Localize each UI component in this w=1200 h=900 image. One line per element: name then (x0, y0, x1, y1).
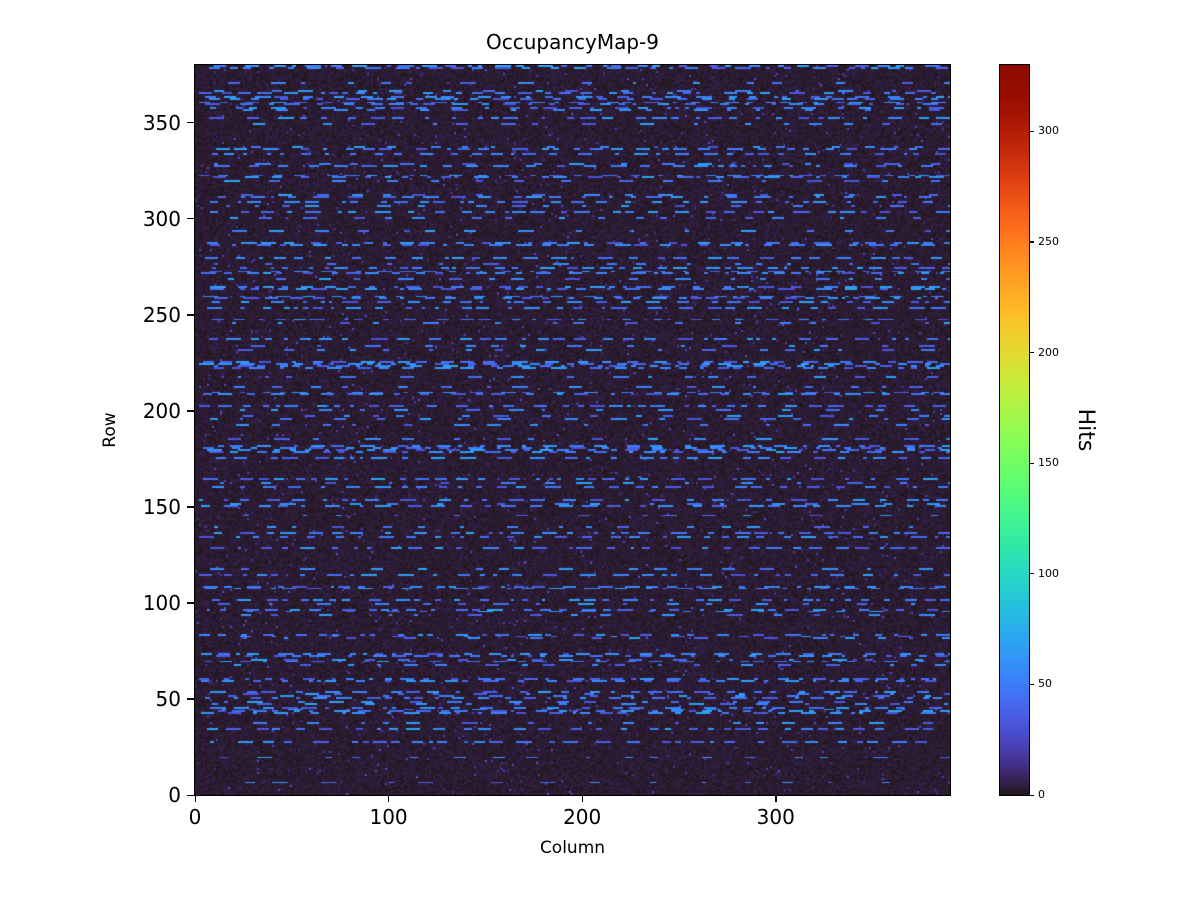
colorbar-tick-label: 0 (1038, 788, 1045, 801)
colorbar-tick-mark (1029, 462, 1034, 464)
y-tick-label: 150 (142, 494, 181, 519)
y-tick-label: 300 (142, 206, 181, 231)
chart-title: OccupancyMap-9 (485, 30, 660, 54)
y-tick-label: 100 (142, 590, 181, 615)
colorbar-tick-mark (1029, 794, 1034, 796)
colorbar-canvas (999, 64, 1030, 796)
colorbar-tick-label: 250 (1038, 234, 1059, 248)
colorbar-tick-label: 150 (1038, 456, 1059, 470)
y-tick-label: 200 (142, 398, 181, 423)
y-tick-label: 0 (168, 783, 181, 807)
x-tick-label: 200 (563, 805, 602, 829)
y-tick-label: 350 (142, 110, 181, 135)
colorbar-tick-mark (1029, 352, 1034, 354)
y-tick-label: 50 (155, 686, 181, 711)
y-tick-mark (187, 794, 195, 796)
y-tick-mark (187, 314, 195, 316)
y-tick-mark (187, 602, 195, 604)
colorbar-tick-label: 50 (1038, 677, 1052, 691)
colorbar-tick-mark (1029, 241, 1034, 243)
y-tick-mark (187, 698, 195, 700)
colorbar-tick-mark (1029, 683, 1034, 686)
heatmap-canvas (194, 64, 951, 796)
x-tick-label: 0 (188, 805, 202, 829)
y-tick-label: 250 (142, 302, 181, 327)
colorbar-tick-mark (1029, 130, 1034, 133)
x-tick-mark (194, 795, 196, 802)
y-tick-mark (187, 218, 195, 220)
x-tick-mark (388, 795, 390, 802)
colorbar-tick-label: 200 (1038, 345, 1059, 359)
colorbar-tick-mark (1029, 573, 1034, 575)
colorbar-tick-label: 300 (1038, 124, 1059, 138)
y-tick-mark (187, 410, 195, 412)
y-tick-mark (187, 122, 195, 124)
x-tick-mark (775, 795, 777, 802)
x-tick-label: 300 (756, 805, 795, 829)
x-tick-label: 100 (369, 805, 408, 829)
x-axis-label: Column (539, 838, 606, 858)
y-axis-label: Row (100, 412, 120, 448)
x-tick-mark (581, 795, 583, 802)
y-tick-mark (187, 506, 195, 508)
colorbar-tick-label: 100 (1038, 566, 1059, 580)
